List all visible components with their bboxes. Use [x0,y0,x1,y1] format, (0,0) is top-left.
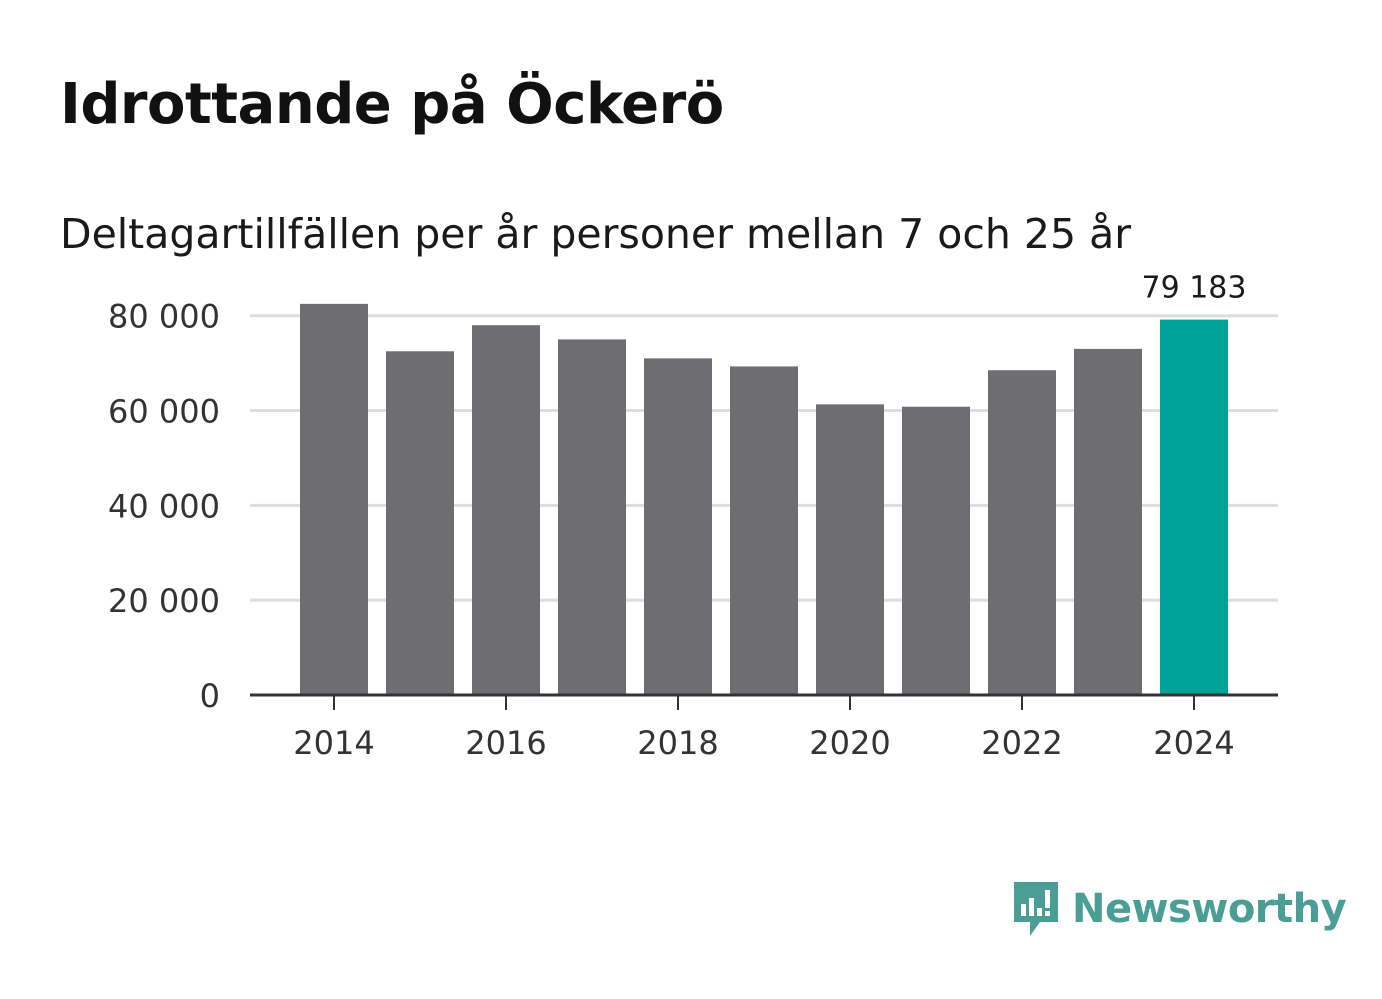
bar-2017 [558,339,626,695]
x-tick-label: 2016 [465,724,546,762]
y-tick-label: 40 000 [108,487,220,525]
bar-2021 [902,406,970,695]
x-tick-label: 2020 [809,724,890,762]
bar-2018 [644,358,712,695]
y-tick-label: 60 000 [108,393,220,431]
axes [250,693,1278,710]
bar-highlight-2024 [1160,319,1228,695]
newsworthy-logo: Newsworthy [1010,878,1347,940]
bar-2022 [988,370,1056,695]
value-label: 79 183 [1142,271,1247,306]
chart-subtitle: Deltagartillfällen per år personer mella… [60,210,1132,258]
y-tick-label: 20 000 [108,582,220,620]
y-tick-label: 0 [200,677,220,715]
x-tick-label: 2018 [637,724,718,762]
labels: 0 20 000 40 000 60 000 80 000 79 183 2014 2016 2… [108,271,1246,762]
x-tick-label: 2024 [1153,724,1234,762]
bars [300,303,1228,695]
bar-2019 [730,366,798,695]
x-tick-label: 2022 [981,724,1062,762]
bar-2015 [386,351,454,695]
chart-title: Idrottande på Öckerö [60,72,724,137]
bar-2020 [816,404,884,695]
newsworthy-logo-icon [1014,882,1058,936]
bar-2023 [1074,348,1142,695]
x-tick-label: 2014 [293,724,374,762]
bar-2016 [472,325,540,695]
bar-2014 [300,303,368,695]
y-tick-label: 80 000 [108,298,220,336]
brand-name: Newsworthy [1072,886,1347,932]
